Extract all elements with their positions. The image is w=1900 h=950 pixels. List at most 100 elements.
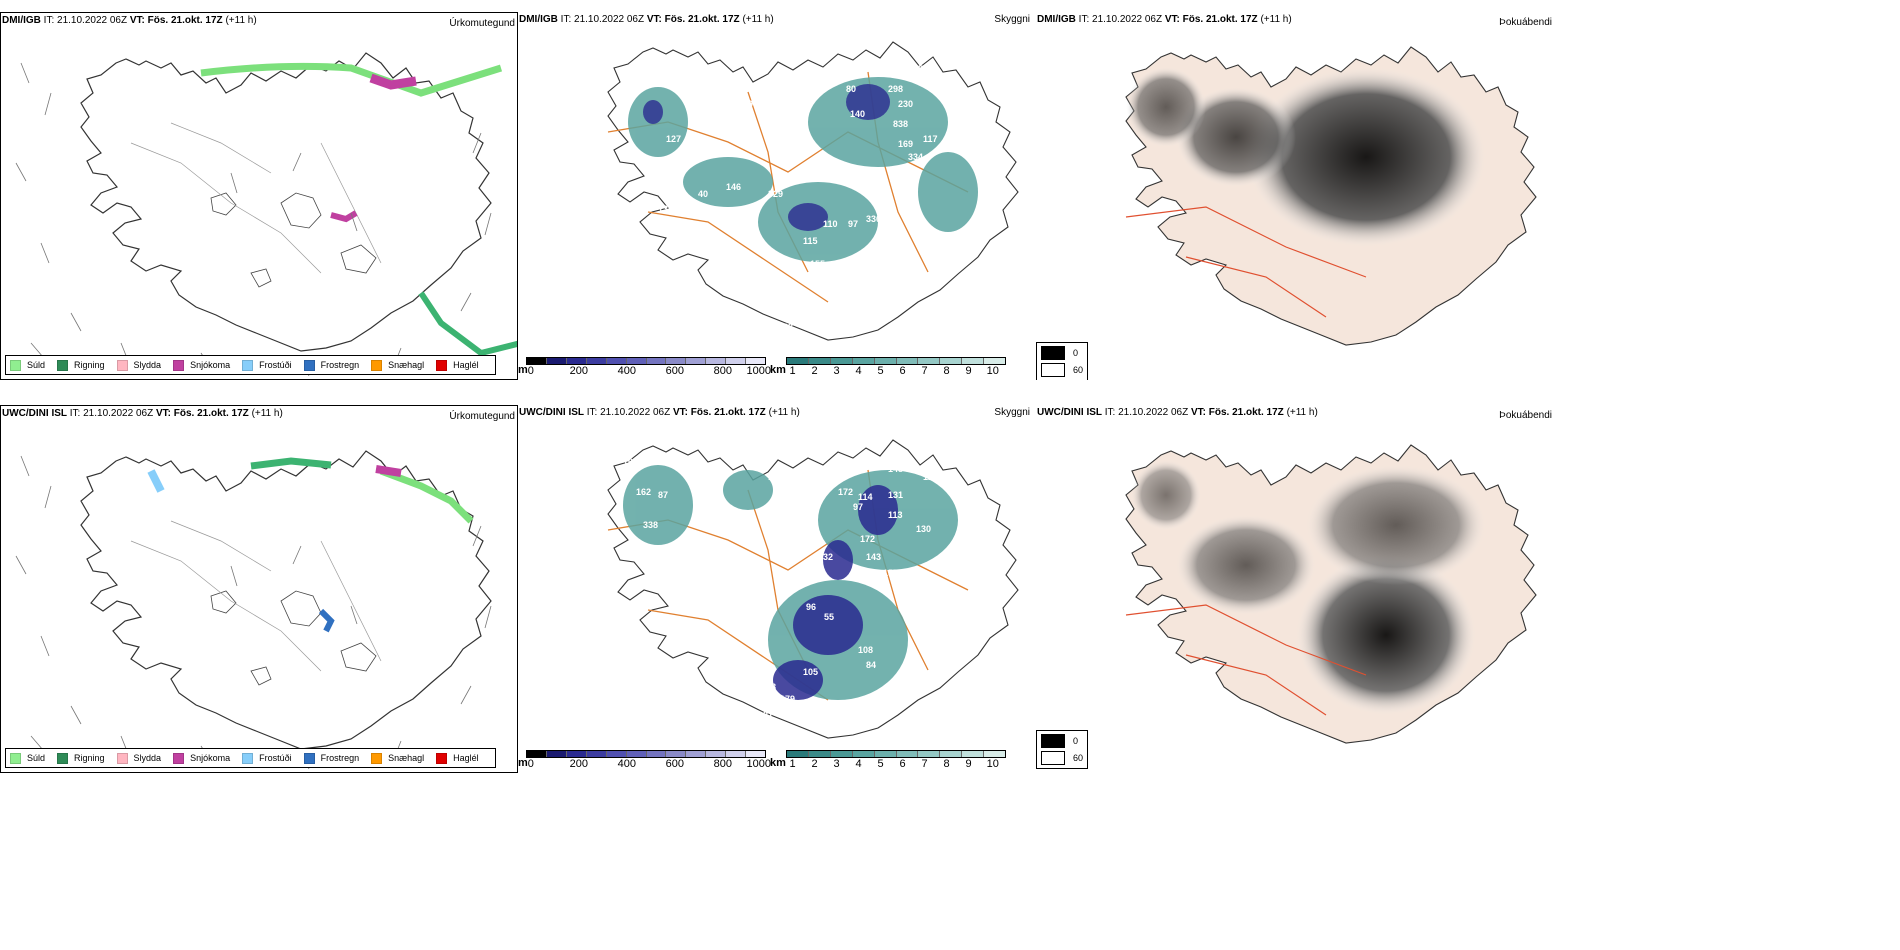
fog-panel-bottom: UWC/DINI ISL IT: 21.10.2022 06Z VT: Fös.… [1036,405,1554,773]
svg-text:336: 336 [866,214,881,224]
fog-map-bottom [1125,444,1537,744]
legend-label: Súld [27,753,46,763]
svg-text:127: 127 [666,134,681,144]
legend-item-slydda: Slydda [116,752,162,764]
svg-text:335: 335 [908,64,923,74]
height-unit-top: m [518,364,528,376]
panel-title-fog-top: Þokuábendi [1499,17,1552,28]
svg-text:97: 97 [848,219,858,229]
cloud-map-top: 110 99 153 127 98 240 369 138 335 298 230 80 140 838 1… [607,41,1019,341]
cloud-base-labels-top: 110 99 153 127 98 240 369 138 335 298 230 80 140 838 1… [636,52,938,332]
svg-text:182: 182 [640,457,655,467]
legend-swatch [116,359,128,371]
fog-swatch-60 [1041,751,1065,765]
legend-item-frostudi: Frostúði [242,752,292,764]
legend-swatch [436,359,448,371]
legend-item-snjokoma: Snjókoma [173,359,230,371]
svg-text:108: 108 [858,645,873,655]
panel-title-precip-top: Úrkomutegund [449,18,515,29]
legend-label: Frostregn [320,360,360,370]
header-top-precip: DMI/IGB IT: 21.10.2022 06Z VT: Fös. 21.o… [2,15,257,26]
legend-swatch [173,752,185,764]
legend-swatch [371,359,383,371]
header-top-cloud: DMI/IGB IT: 21.10.2022 06Z VT: Fös. 21.o… [519,14,774,25]
legend-item-slydda: Slydda [116,359,161,371]
fog-panel-top: DMI/IGB IT: 21.10.2022 06Z VT: Fös. 21.o… [1036,12,1554,380]
panel-title-fog-bottom: Þokuábendi [1499,410,1552,421]
height-unit-bottom: m [518,757,528,769]
svg-text:146: 146 [906,464,921,474]
legend-swatch [10,359,21,371]
legend-swatch [57,752,69,764]
legend-swatch [436,752,448,764]
svg-text:475: 475 [838,279,853,289]
legend-label: Haglél [453,753,479,763]
visibility-unit-bottom: km [770,757,786,769]
fog-legend-top: 0 60 [1036,342,1089,380]
header-bottom-cloud: UWC/DINI ISL IT: 21.10.2022 06Z VT: Fös.… [519,407,800,418]
svg-text:40: 40 [698,189,708,199]
legend-item-sudld: Súld [10,359,46,371]
header-bottom-precip: UWC/DINI ISL IT: 21.10.2022 06Z VT: Fös.… [2,408,283,419]
legend-label: Haglél [453,360,479,370]
fog-swatch-60 [1041,363,1065,377]
svg-text:110: 110 [636,76,651,86]
svg-text:338: 338 [643,520,658,530]
svg-text:122: 122 [768,472,783,482]
precip-legend-bottom: Súld Rigning Slydda Snjókoma Frostúði Fr… [5,748,496,768]
precip-type-panel-top: DMI/IGB IT: 21.10.2022 06Z VT: Fös. 21.o… [0,12,518,380]
svg-text:172: 172 [838,487,853,497]
svg-text:84: 84 [866,660,876,670]
precip-type-panel-bottom: UWC/DINI ISL IT: 21.10.2022 06Z VT: Fös.… [0,405,518,773]
svg-text:329: 329 [768,189,783,199]
legend-label: Snjókoma [190,753,231,763]
svg-text:369: 369 [870,66,885,76]
fog-label: 0 [1073,736,1079,746]
svg-text:172: 172 [860,534,875,544]
svg-text:113: 113 [888,510,903,520]
svg-text:148: 148 [888,464,903,474]
legend-item-haglel: Haglél [436,359,479,371]
svg-text:179: 179 [780,694,795,704]
legend-swatch [303,359,315,371]
legend-item-haglel: Haglél [436,752,479,764]
fog-swatch-0 [1041,734,1065,748]
svg-text:99: 99 [743,99,753,109]
svg-text:96: 96 [806,602,816,612]
fog-map-top [1125,46,1537,346]
height-colorbar-bottom: 0 200 400 600 800 1000 [526,750,771,770]
svg-text:138: 138 [883,52,898,62]
legend-label: Slydda [133,753,162,763]
svg-text:97: 97 [853,502,863,512]
legend-swatch [10,752,21,764]
svg-text:334: 334 [908,152,923,162]
visibility-colorbar-top: 1 2 3 4 5 6 7 8 9 10 [786,357,1006,377]
height-colorbar-top: 0 200 400 600 800 1000 [526,357,771,377]
fog-label: 60 [1073,365,1084,375]
svg-text:130: 130 [916,524,931,534]
svg-text:140: 140 [916,572,931,582]
svg-text:87: 87 [658,490,668,500]
legend-label: Súld [27,360,46,370]
panel-title-cloud-top: Skyggni [994,14,1030,25]
svg-text:195: 195 [668,189,683,199]
legend-item-frostudi: Frostúði [242,359,292,371]
precip-map-top [15,52,517,377]
legend-label: Rigning [74,753,105,763]
svg-text:169: 169 [898,139,913,149]
svg-text:157: 157 [883,568,898,578]
legend-item-frostregn: Frostregn [303,359,360,371]
svg-text:124: 124 [923,472,938,482]
legend-swatch [242,359,254,371]
legend-swatch [173,359,185,371]
fog-legend-bottom: 0 60 [1036,730,1089,769]
svg-text:143: 143 [866,552,881,562]
svg-text:38: 38 [766,682,776,692]
legend-item-snaehagl: Snæhagl [371,752,424,764]
visibility-unit-top: km [770,364,786,376]
legend-item-snjokoma: Snjókoma [173,752,231,764]
svg-text:838: 838 [893,119,908,129]
cloud-vis-panel-top: 110 99 153 127 98 240 369 138 335 298 230 80 140 838 1… [518,12,1036,380]
legend-item-snaehagl: Snæhagl [371,359,424,371]
cloud-vis-panel-bottom: 101 182 162 87 338 122 124 172 114 148 146 97 131 113… [518,405,1036,773]
